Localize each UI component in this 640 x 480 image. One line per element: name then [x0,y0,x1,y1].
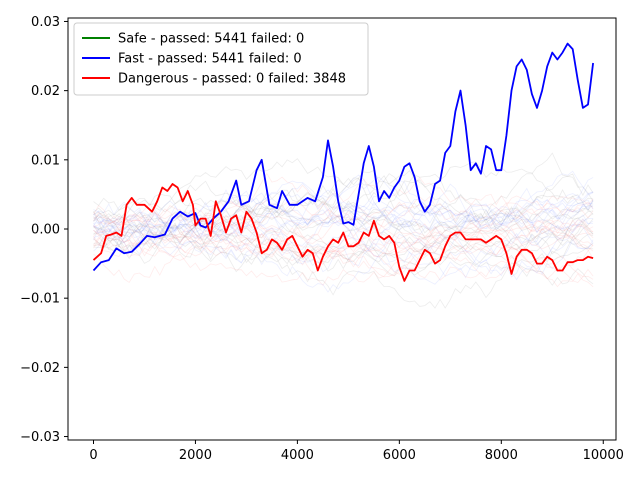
background-trace [93,173,594,264]
y-tick-label: 0.03 [31,15,60,30]
background-trace [93,198,594,252]
background-trace [93,219,594,286]
y-tick-label: −0.03 [20,430,60,445]
x-tick-label: 8000 [485,448,518,463]
legend-label: Fast - passed: 5441 failed: 0 [118,52,302,67]
background-trace [93,198,594,241]
background-trace [93,183,594,266]
legend-label: Safe - passed: 5441 failed: 0 [118,32,304,47]
series-line-2 [92,183,594,282]
background-trace [93,174,594,256]
background-trace [93,200,594,241]
x-tick-label: 2000 [179,448,212,463]
background-trace [93,219,594,277]
legend-box [73,22,369,96]
background-trace [93,187,594,272]
x-tick-label: 10000 [583,448,624,463]
x-tick-label: 0 [89,448,97,463]
background-trace [93,191,594,242]
y-tick-label: −0.01 [20,292,60,307]
background-trace [93,214,594,293]
background-trace [93,176,594,234]
background-trace [93,202,594,260]
background-trace [93,218,594,275]
background-trace [93,227,594,288]
background-trace [93,205,594,232]
background-trace [93,201,594,283]
y-tick-label: 0.01 [31,153,60,168]
background-trace [93,172,594,259]
y-tick-label: −0.02 [20,361,60,376]
background-trace [93,218,594,277]
background-trace [93,201,594,259]
background-trace [93,193,594,286]
background-trace [93,181,594,264]
x-tick-label: 4000 [281,448,314,463]
background-trace [93,208,594,281]
background-trace [93,214,594,285]
background-trace [93,176,594,240]
background-traces [93,152,594,309]
y-tick-label: 0.00 [31,223,60,238]
background-trace [93,158,594,226]
background-trace [93,209,594,252]
y-tick-label: 0.02 [31,84,60,99]
background-trace [93,152,594,231]
background-trace [93,200,594,279]
background-trace [93,161,594,260]
x-axis: 0 2000 4000 6000 8000 10000 [89,440,624,463]
series-layer [92,42,594,282]
background-trace [93,180,594,237]
background-trace [93,233,594,254]
background-trace [93,211,594,263]
y-axis: −0.03 −0.02 −0.01 0.00 0.01 0.02 0.03 [20,15,68,445]
legend-label: Dangerous - passed: 0 failed: 3848 [118,72,346,87]
background-trace [93,177,594,253]
series-line-1 [92,42,594,272]
x-tick-label: 6000 [383,448,416,463]
legend: Safe - passed: 5441 failed: 0 Fast - pass… [73,22,369,96]
